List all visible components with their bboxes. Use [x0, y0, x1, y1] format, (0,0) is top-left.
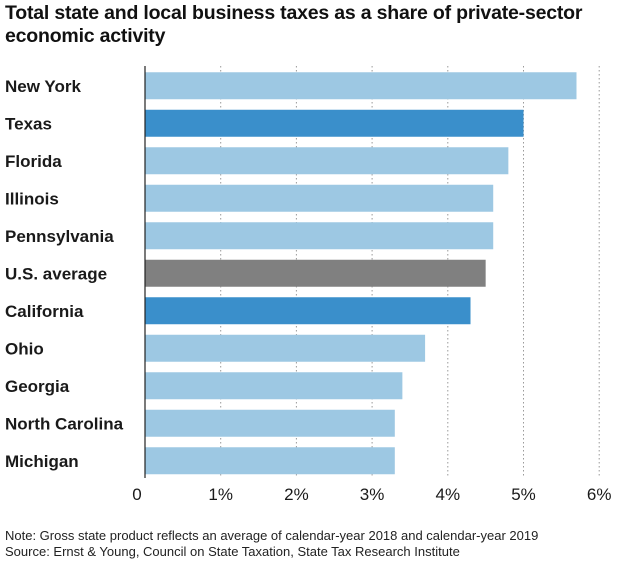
- x-tick-label: 3%: [360, 485, 385, 504]
- bar: [145, 184, 494, 212]
- chart-title: Total state and local business taxes as …: [5, 2, 583, 47]
- chart-note: Note: Gross state product reflects an av…: [5, 528, 539, 543]
- bar: [145, 447, 395, 475]
- bar: [145, 147, 509, 175]
- bar: [145, 409, 395, 437]
- category-label: Georgia: [5, 377, 70, 396]
- bar: [145, 222, 494, 250]
- category-label: Illinois: [5, 189, 59, 208]
- x-tick-label: 2%: [284, 485, 309, 504]
- category-label: Ohio: [5, 339, 44, 358]
- bar: [145, 259, 486, 287]
- bar: [145, 72, 577, 100]
- x-tick-label: 5%: [511, 485, 536, 504]
- bar: [145, 297, 471, 325]
- bars: [145, 72, 577, 475]
- bar: [145, 334, 426, 362]
- category-label: Texas: [5, 114, 52, 133]
- x-tick-label: 6%: [587, 485, 612, 504]
- category-label: New York: [5, 77, 81, 96]
- x-tick-label: 4%: [436, 485, 461, 504]
- category-label: Pennsylvania: [5, 227, 114, 246]
- chart-source: Source: Ernst & Young, Council on State …: [5, 544, 460, 559]
- category-label: U.S. average: [5, 264, 107, 283]
- bar: [145, 109, 524, 137]
- category-labels: New York Texas Florida Illinois Pennsylvania…: [5, 77, 124, 471]
- category-label: Florida: [5, 152, 62, 171]
- x-tick-label: 1%: [208, 485, 233, 504]
- category-label: California: [5, 302, 84, 321]
- bar: [145, 372, 403, 400]
- x-axis-ticks: 0 1% 2% 3% 4% 5% 6%: [132, 485, 611, 504]
- x-tick-label: 0: [132, 485, 141, 504]
- category-label: Michigan: [5, 452, 79, 471]
- category-label: North Carolina: [5, 414, 124, 433]
